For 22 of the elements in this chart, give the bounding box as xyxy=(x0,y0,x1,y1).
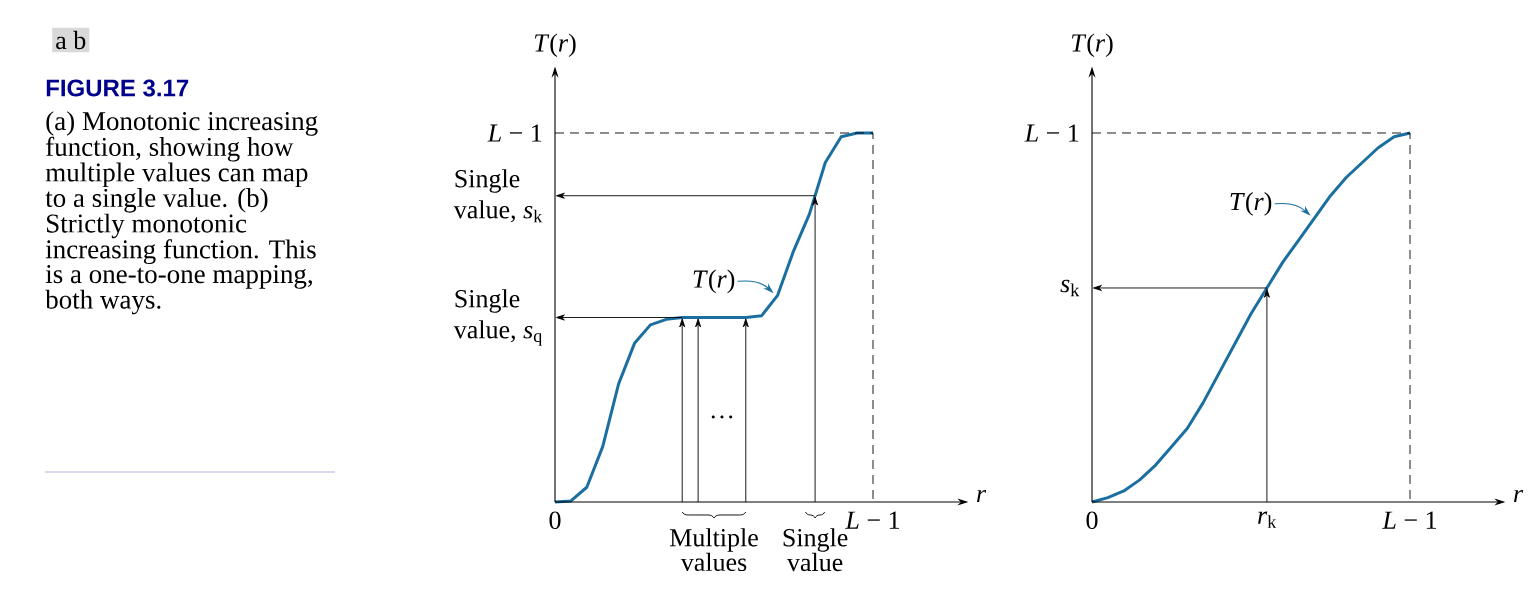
text: Multiple values xyxy=(669,528,758,572)
ref-line-label: Single value, s$_{q}$ xyxy=(453,289,542,346)
legend-label: T(r) xyxy=(1230,192,1272,216)
y-axis-title: T(r) xyxy=(534,33,576,58)
y-axis-title: T(r) xyxy=(1071,33,1113,58)
x-tick-label: L − 1 xyxy=(1382,511,1436,529)
text: a b xyxy=(56,30,86,50)
ref-line-label: s$_{k}$ xyxy=(1060,279,1080,297)
legend-label: T(r) xyxy=(693,269,735,294)
x-tick-label: L − 1 xyxy=(845,511,899,529)
text: Single value xyxy=(783,528,848,572)
x-tick-label: 0 xyxy=(1086,511,1098,530)
x-tick-label: 0 xyxy=(549,511,561,530)
ref-line-label: Single value, s$_{k}$ xyxy=(453,169,543,223)
ref-line-label: L − 1 xyxy=(1024,124,1079,142)
x-tick-label: r$_{k}$ xyxy=(1258,511,1277,528)
text: (a) Monotonic increasing function, showing how multiple values can map to a single value. (b) Strictly monotonic increasing function. This is a one-to-one mapping, both ways. xyxy=(45,111,318,315)
annotation: … xyxy=(711,415,733,419)
x-axis-title: r xyxy=(1514,489,1524,503)
x-axis-title: r xyxy=(977,489,987,503)
ref-line-label: L − 1 xyxy=(487,124,542,142)
caption: FIGURE 3.17 xyxy=(46,79,189,97)
